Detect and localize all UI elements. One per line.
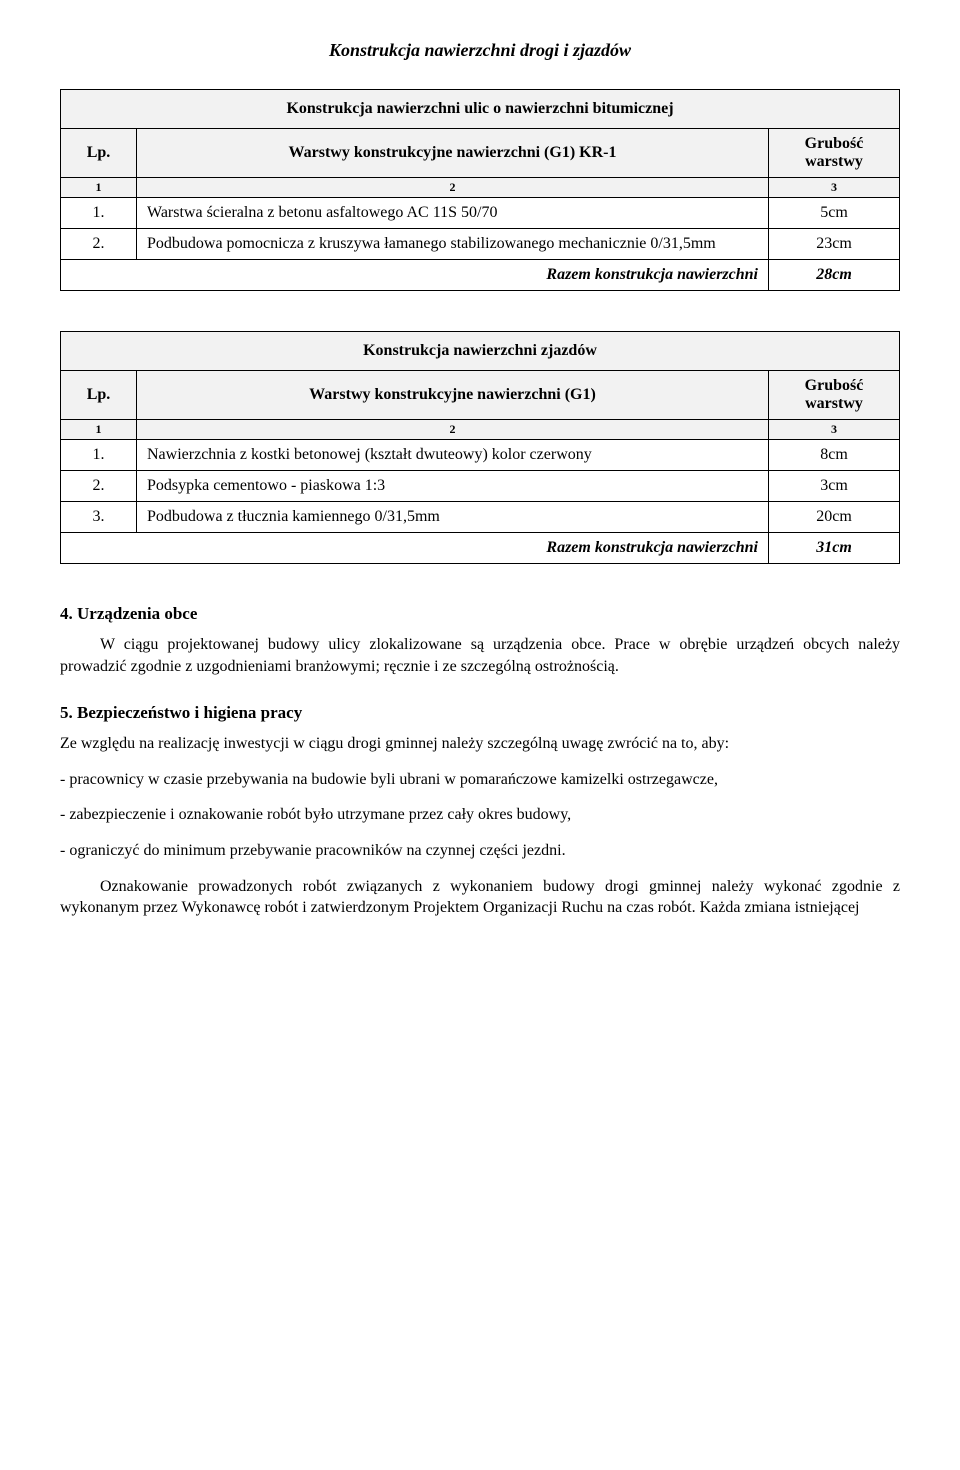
cell-desc: Podbudowa z tłucznia kamiennego 0/31,5mm [137, 502, 769, 533]
table-total-row: Razem konstrukcja nawierzchni 28cm [61, 260, 900, 291]
table-exit-surface: Konstrukcja nawierzchni zjazdów Lp. Wars… [60, 331, 900, 564]
section-5-heading: 5. Bezpieczeństwo i higiena pracy [60, 703, 900, 723]
table-row: 3. Podbudowa z tłucznia kamiennego 0/31,… [61, 502, 900, 533]
col-header-val: Grubość warstwy [769, 371, 900, 420]
table-row: 2. Podbudowa pomocnicza z kruszywa łaman… [61, 229, 900, 260]
numhdr-3: 3 [769, 178, 900, 198]
table-street-surface: Konstrukcja nawierzchni ulic o nawierzch… [60, 89, 900, 291]
table-header-row: Lp. Warstwy konstrukcyjne nawierzchni (G… [61, 129, 900, 178]
section-5-bullet-1: - pracownicy w czasie przebywania na bud… [60, 769, 900, 791]
table-title: Konstrukcja nawierzchni ulic o nawierzch… [61, 90, 900, 129]
cell-desc: Podsypka cementowo - piaskowa 1:3 [137, 471, 769, 502]
cell-val: 8cm [769, 440, 900, 471]
section-4-heading: 4. Urządzenia obce [60, 604, 900, 624]
cell-desc: Nawierzchnia z kostki betonowej (kształt… [137, 440, 769, 471]
numhdr-1: 1 [61, 178, 137, 198]
cell-lp: 3. [61, 502, 137, 533]
cell-lp: 1. [61, 440, 137, 471]
numhdr-1: 1 [61, 420, 137, 440]
section-4-paragraph: W ciągu projektowanej budowy ulicy zloka… [60, 634, 900, 677]
col-header-val: Grubość warstwy [769, 129, 900, 178]
section-5-bullet-3: - ograniczyć do minimum przebywanie prac… [60, 840, 900, 862]
cell-val: 3cm [769, 471, 900, 502]
numhdr-3: 3 [769, 420, 900, 440]
document-title: Konstrukcja nawierzchni drogi i zjazdów [60, 40, 900, 61]
table-numhdr-row: 1 2 3 [61, 420, 900, 440]
cell-lp: 2. [61, 471, 137, 502]
numhdr-2: 2 [137, 178, 769, 198]
total-val: 31cm [769, 533, 900, 564]
cell-val: 20cm [769, 502, 900, 533]
total-val: 28cm [769, 260, 900, 291]
cell-lp: 2. [61, 229, 137, 260]
cell-desc: Warstwa ścieralna z betonu asfaltowego A… [137, 198, 769, 229]
numhdr-2: 2 [137, 420, 769, 440]
table-numhdr-row: 1 2 3 [61, 178, 900, 198]
total-label: Razem konstrukcja nawierzchni [61, 260, 769, 291]
section-5-paragraph-2: Oznakowanie prowadzonych robót związanyc… [60, 876, 900, 919]
table-title-row: Konstrukcja nawierzchni ulic o nawierzch… [61, 90, 900, 129]
cell-lp: 1. [61, 198, 137, 229]
table-total-row: Razem konstrukcja nawierzchni 31cm [61, 533, 900, 564]
table-title-row: Konstrukcja nawierzchni zjazdów [61, 332, 900, 371]
col-header-lp: Lp. [61, 129, 137, 178]
table-row: 2. Podsypka cementowo - piaskowa 1:3 3cm [61, 471, 900, 502]
cell-desc: Podbudowa pomocnicza z kruszywa łamanego… [137, 229, 769, 260]
cell-val: 23cm [769, 229, 900, 260]
table-row: 1. Warstwa ścieralna z betonu asfaltoweg… [61, 198, 900, 229]
table-row: 1. Nawierzchnia z kostki betonowej (kszt… [61, 440, 900, 471]
table-title: Konstrukcja nawierzchni zjazdów [61, 332, 900, 371]
section-5-intro: Ze względu na realizację inwestycji w ci… [60, 733, 900, 755]
col-header-desc: Warstwy konstrukcyjne nawierzchni (G1) K… [137, 129, 769, 178]
table-header-row: Lp. Warstwy konstrukcyjne nawierzchni (G… [61, 371, 900, 420]
col-header-lp: Lp. [61, 371, 137, 420]
total-label: Razem konstrukcja nawierzchni [61, 533, 769, 564]
section-5-bullet-2: - zabezpieczenie i oznakowanie robót był… [60, 804, 900, 826]
col-header-desc: Warstwy konstrukcyjne nawierzchni (G1) [137, 371, 769, 420]
cell-val: 5cm [769, 198, 900, 229]
